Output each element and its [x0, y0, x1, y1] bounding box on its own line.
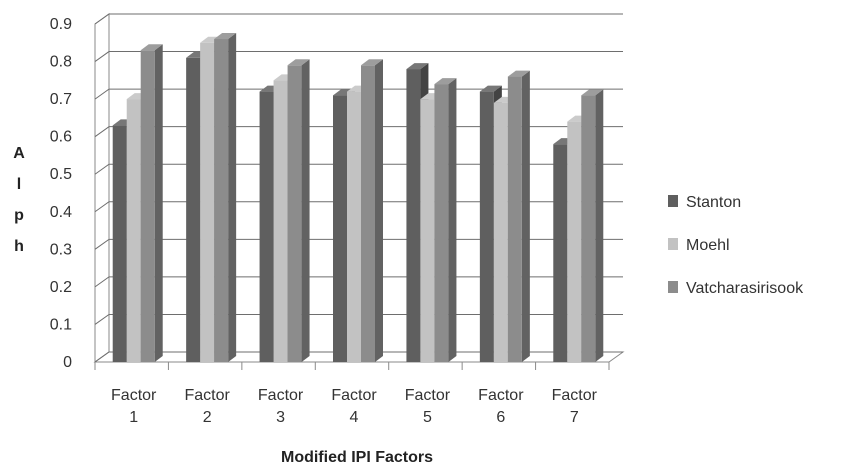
legend: Stanton Moehl Vatcharasirisook — [668, 194, 804, 297]
y-axis-title-letter: p — [14, 207, 24, 224]
bar-side — [301, 59, 310, 363]
bar-top — [434, 78, 457, 85]
bar-top — [581, 89, 604, 96]
bar — [581, 89, 604, 362]
y-tick-label: 0.8 — [50, 54, 72, 71]
bar-front — [140, 50, 155, 363]
x-tick-labels: Factor 1 Factor 2 Factor 3 Factor 4 Factor 5 Facto… — [94, 362, 610, 426]
legend-item: Vatcharasirisook — [668, 280, 804, 297]
legend-item: Stanton — [668, 194, 741, 211]
x-tick-label: Factor 6 — [478, 387, 524, 426]
bar-top — [507, 70, 530, 77]
y-tick-label: 0.6 — [50, 129, 72, 146]
bar-top — [361, 59, 383, 66]
bar-front — [567, 121, 582, 363]
bar-front — [581, 95, 596, 362]
bar-side — [375, 59, 383, 363]
bar-front — [420, 99, 435, 362]
x-tick-label: Factor 3 — [258, 387, 304, 426]
bar-front — [406, 69, 421, 363]
bar-front — [259, 91, 274, 362]
bar-front — [347, 91, 361, 362]
x-tick-label: Factor 7 — [552, 387, 598, 426]
legend-item: Moehl — [668, 237, 730, 254]
x-tick-label: Factor 4 — [331, 387, 377, 426]
bar — [140, 44, 163, 363]
bar-top — [140, 44, 163, 51]
y-tick-label: 0.2 — [50, 279, 72, 296]
legend-swatch — [668, 195, 678, 207]
bar-front — [507, 76, 522, 363]
side-wall — [94, 13, 110, 363]
y-tick-label: 0.1 — [50, 316, 72, 333]
y-tick-label: 0.5 — [50, 166, 72, 183]
y-tick-label: 0 — [63, 354, 72, 371]
bar-top — [479, 85, 502, 92]
bar-front — [333, 95, 347, 362]
bar — [287, 59, 310, 363]
bar-front — [126, 99, 141, 362]
bar-side — [228, 33, 237, 363]
bar-top — [406, 63, 429, 70]
legend-label: Moehl — [686, 237, 730, 254]
bar-front — [200, 42, 215, 363]
x-tick-label: Factor 5 — [405, 387, 451, 426]
gridline — [94, 51, 623, 62]
bar-top — [214, 33, 237, 40]
bar-side — [595, 89, 604, 362]
bar-front — [361, 65, 375, 363]
x-tick-label: Factor 2 — [184, 387, 230, 426]
bars — [112, 33, 604, 363]
bar-front — [479, 91, 494, 362]
bar-front — [493, 102, 508, 362]
bar-front — [287, 65, 302, 363]
bar-front — [112, 125, 127, 363]
bar-front — [273, 80, 288, 362]
bar — [361, 59, 383, 363]
y-axis-title-letter: h — [14, 238, 24, 255]
legend-swatch — [668, 281, 678, 293]
bar — [434, 78, 457, 362]
y-tick-label: 0.9 — [50, 16, 72, 33]
bar-top — [287, 59, 310, 66]
y-axis-title-letter: l — [17, 176, 21, 193]
x-axis-title: Modified IPI Factors — [281, 449, 433, 466]
gridline — [94, 13, 623, 25]
bar-side — [448, 78, 457, 362]
y-tick-label: 0.7 — [50, 91, 72, 108]
bar — [507, 70, 530, 363]
y-tick-labels: 0 0.1 0.2 0.3 0.4 0.5 0.6 0.7 0.8 0.9 — [50, 16, 72, 371]
bar-front — [214, 39, 229, 363]
y-tick-label: 0.4 — [50, 204, 72, 221]
y-axis-title-letter: A — [13, 145, 25, 162]
bar-side — [521, 70, 530, 363]
legend-swatch — [668, 238, 678, 250]
legend-label: Vatcharasirisook — [686, 280, 804, 297]
bar-front — [186, 57, 201, 363]
bar-side — [154, 44, 163, 363]
y-tick-label: 0.3 — [50, 241, 72, 258]
bar-front — [553, 144, 568, 362]
legend-label: Stanton — [686, 194, 741, 211]
bar-front — [434, 84, 449, 362]
x-tick-label: Factor 1 — [111, 387, 157, 426]
bar — [214, 33, 237, 363]
